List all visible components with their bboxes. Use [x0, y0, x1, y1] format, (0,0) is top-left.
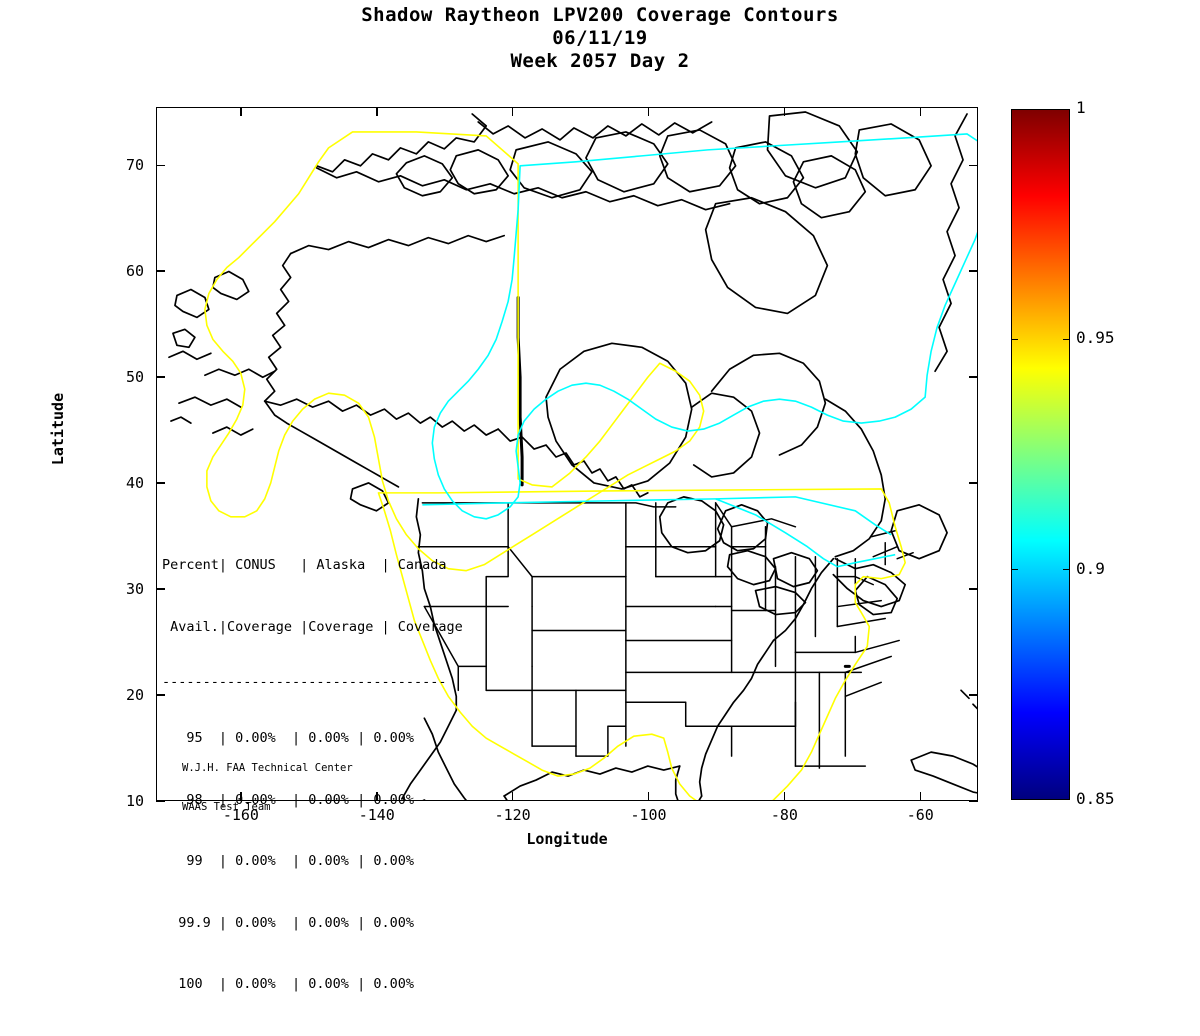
x-tick-mark	[919, 792, 921, 801]
x-tick-mark-top	[240, 107, 242, 116]
colorbar-tick-label: 0.95	[1076, 328, 1115, 348]
colorbar	[1011, 109, 1070, 800]
x-tick-mark	[376, 792, 378, 801]
table-row: 98 | 0.00% | 0.00% | 0.00%	[162, 790, 463, 811]
x-tick-label: -60	[906, 806, 934, 824]
y-tick-label: 30	[125, 580, 144, 599]
x-tick-mark	[647, 792, 650, 801]
x-tick-label: -100	[630, 806, 667, 824]
colorbar-tick-mark	[1063, 338, 1070, 341]
colorbar-tick-label: 0.85	[1076, 789, 1115, 808]
x-tick-mark-top	[783, 107, 786, 116]
y-tick-label: 20	[125, 686, 144, 705]
y-tick-mark	[156, 694, 165, 696]
y-tick-mark-right	[969, 270, 978, 272]
x-tick-mark-top	[647, 107, 650, 116]
title-line-3: Week 2057 Day 2	[510, 50, 690, 72]
map-plot-area	[156, 107, 978, 801]
title-line-1: Shadow Raytheon LPV200 Coverage Contours	[361, 4, 839, 26]
alaska-service-volume	[204, 131, 705, 572]
chart-title: Shadow Raytheon LPV200 Coverage Contours…	[0, 4, 1200, 73]
y-tick-mark	[156, 588, 165, 590]
y-tick-mark	[156, 800, 165, 802]
table-row: 99.9 | 0.00% | 0.00% | 0.00%	[162, 913, 463, 934]
y-tick-label: 10	[125, 792, 144, 810]
colorbar-tick-label: 0.9	[1076, 558, 1105, 578]
x-tick-mark	[783, 792, 786, 801]
title-line-2: 06/11/19	[552, 27, 648, 49]
x-tick-mark-top	[919, 107, 921, 116]
colorbar-tick-mark	[1063, 568, 1070, 571]
y-tick-label: 60	[125, 262, 144, 281]
y-tick-mark	[156, 376, 165, 378]
y-tick-mark-right	[969, 800, 978, 802]
x-tick-mark-top	[376, 107, 378, 116]
y-tick-mark-right	[969, 482, 978, 484]
x-axis-title: Longitude	[526, 830, 608, 848]
table-row: 95 | 0.00% | 0.00% | 0.00%	[162, 728, 463, 749]
x-tick-mark	[240, 792, 242, 801]
conus-service-volume	[377, 488, 906, 800]
canada-service-volume	[422, 133, 977, 568]
credit-block: W.J.H. FAA Technical Center WAAS Test Te…	[182, 736, 353, 840]
y-tick-label: 40	[125, 474, 144, 493]
x-tick-label: -120	[494, 806, 531, 824]
y-tick-mark	[156, 164, 165, 167]
stats-header-row-1: Percent| CONUS | Alaska | Canada	[162, 557, 447, 573]
y-tick-mark-right	[969, 164, 978, 167]
table-row: 100 | 0.00% | 0.00% | 0.00%	[162, 974, 463, 995]
colorbar-tick-mark	[1011, 338, 1018, 341]
colorbar-tick-label: 1	[1076, 98, 1086, 117]
stats-header-row-2: Avail.|Coverage |Coverage | Coverage	[162, 618, 463, 635]
row-1-text: 98 | 0.00% | 0.00% | 0.00%	[162, 791, 414, 808]
row-4-text: 100 | 0.00% | 0.00% | 0.00%	[162, 976, 414, 992]
coastline-layer	[168, 111, 977, 800]
y-tick-label: 70	[125, 156, 144, 175]
y-tick-mark-right	[969, 376, 978, 378]
x-tick-mark	[511, 792, 514, 801]
row-2-text: 99 | 0.00% | 0.00% | 0.00%	[162, 853, 414, 869]
stats-separator: -----------------------------------	[162, 674, 447, 690]
x-tick-label: -140	[358, 806, 395, 824]
x-tick-label: -80	[770, 806, 798, 824]
x-tick-label: -160	[222, 806, 259, 824]
credit-line-2: WAAS Test Team	[182, 801, 271, 813]
colorbar-gradient	[1012, 110, 1069, 799]
colorbar-tick-mark	[1011, 568, 1018, 571]
row-0-text: 95 | 0.00% | 0.00% | 0.00%	[162, 730, 414, 746]
north-america-map	[168, 111, 977, 800]
y-tick-mark-right	[969, 694, 978, 696]
y-tick-mark	[156, 482, 165, 484]
y-axis-title: Latitude	[49, 392, 67, 466]
y-tick-mark-right	[969, 588, 978, 590]
y-tick-label: 50	[125, 368, 144, 387]
y-tick-mark	[156, 270, 165, 272]
row-3-text: 99.9 | 0.00% | 0.00% | 0.00%	[162, 914, 414, 931]
table-row: 99 | 0.00% | 0.00% | 0.00%	[162, 851, 463, 872]
x-tick-mark-top	[511, 107, 514, 116]
credit-line-1: W.J.H. FAA Technical Center	[182, 762, 353, 774]
